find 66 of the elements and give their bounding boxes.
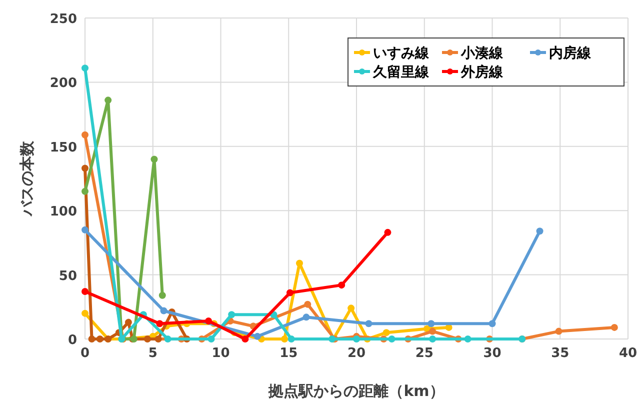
y-tick-label: 0 xyxy=(68,333,77,348)
x-tick-label: 40 xyxy=(618,346,637,361)
point xyxy=(286,289,294,296)
point xyxy=(365,320,372,328)
point xyxy=(82,131,88,138)
legend-label: 外房線 xyxy=(460,64,504,80)
point xyxy=(488,320,496,328)
point xyxy=(104,96,112,104)
point xyxy=(164,336,172,342)
point xyxy=(242,336,249,342)
x-tick-label: 10 xyxy=(212,346,230,361)
x-tick-label: 20 xyxy=(347,346,366,361)
x-tick-label: 15 xyxy=(280,346,298,361)
point xyxy=(281,336,288,342)
legend-label: 内房線 xyxy=(549,44,592,62)
point xyxy=(464,336,472,342)
point xyxy=(610,324,618,331)
point xyxy=(124,318,132,326)
point xyxy=(304,300,312,308)
point xyxy=(82,310,88,317)
x-tick-label: 0 xyxy=(80,346,90,361)
y-tick-label: 150 xyxy=(50,140,77,156)
point xyxy=(150,156,158,163)
point xyxy=(302,314,310,321)
point xyxy=(88,336,96,342)
point xyxy=(388,336,396,342)
point xyxy=(348,304,355,312)
point xyxy=(82,288,88,295)
point xyxy=(82,164,88,172)
point xyxy=(144,336,151,342)
point xyxy=(288,336,295,342)
point xyxy=(555,328,562,335)
y-axis-title: バスの本数 xyxy=(18,140,36,217)
point xyxy=(228,311,236,318)
point xyxy=(158,292,166,299)
point xyxy=(536,228,544,235)
point xyxy=(205,318,212,325)
point xyxy=(160,307,168,314)
point xyxy=(429,328,436,335)
point xyxy=(96,336,104,342)
point xyxy=(353,336,360,342)
point xyxy=(296,260,303,267)
point xyxy=(208,336,215,342)
legend-label: 小湊線 xyxy=(460,46,504,62)
x-tick-label: 35 xyxy=(551,346,570,361)
point xyxy=(82,188,88,195)
point xyxy=(82,226,88,234)
x-axis-title: 拠点駅からの距離（km） xyxy=(268,382,444,400)
point xyxy=(82,64,88,72)
point xyxy=(338,282,346,289)
point xyxy=(428,320,435,328)
legend-label: 久留里線 xyxy=(372,64,430,80)
y-tick-label: 100 xyxy=(50,204,77,220)
point xyxy=(384,228,392,236)
x-tick-label: 25 xyxy=(415,346,434,361)
point xyxy=(382,329,390,336)
point xyxy=(254,332,261,340)
x-tick-label: 5 xyxy=(148,346,158,361)
point xyxy=(154,336,162,342)
y-tick-label: 50 xyxy=(58,268,77,284)
x-tick-label: 30 xyxy=(483,346,502,361)
point xyxy=(429,336,436,342)
y-tick-label: 250 xyxy=(50,12,77,27)
legend-label: いすみ線 xyxy=(373,46,430,62)
y-tick-label: 200 xyxy=(50,76,77,92)
point xyxy=(156,320,164,328)
